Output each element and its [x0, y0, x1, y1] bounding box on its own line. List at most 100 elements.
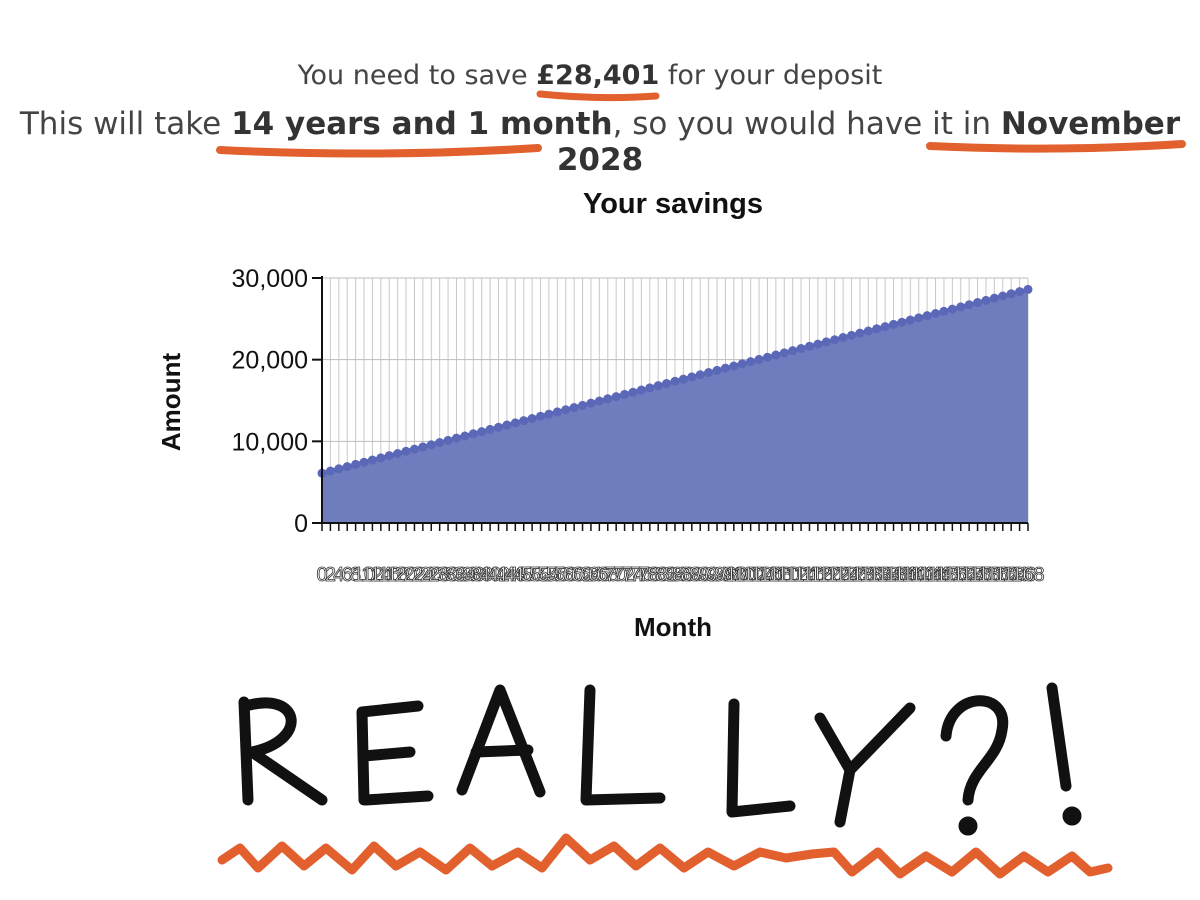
- deposit-suffix: for your deposit: [659, 60, 883, 91]
- x-tick-label: 100: [726, 564, 759, 586]
- data-point: [981, 295, 991, 305]
- x-tick-label: 132: [860, 564, 893, 586]
- x-tick-label: 74: [622, 564, 644, 586]
- data-point: [325, 466, 335, 476]
- data-point: [855, 328, 865, 338]
- data-point: [771, 350, 781, 360]
- x-tick-label: 26: [420, 564, 442, 586]
- x-axis-ticks: 0246810121416182022242628303234363840424…: [316, 523, 1045, 586]
- x-tick-label: 106: [751, 564, 784, 586]
- data-point: [956, 302, 966, 312]
- deposit-prefix: You need to save: [297, 60, 537, 91]
- y-tick-label: 30,000: [232, 265, 308, 293]
- data-point: [712, 365, 722, 375]
- data-point: [611, 392, 621, 402]
- x-tick-label: 34: [454, 564, 476, 586]
- x-tick-label: 110: [768, 564, 800, 586]
- x-tick-label: 2: [325, 564, 336, 586]
- series-area: [322, 289, 1028, 523]
- x-tick-label: 142: [902, 564, 935, 586]
- data-point: [443, 435, 453, 445]
- data-point: [779, 348, 789, 358]
- target-date: November 2028: [556, 106, 1181, 178]
- data-point: [905, 315, 915, 325]
- underline-date: [926, 140, 1186, 153]
- data-point: [494, 422, 503, 432]
- data-point: [947, 304, 957, 314]
- deposit-summary: You need to save £28,401 for your deposi…: [0, 60, 1180, 91]
- x-tick-label: 148: [927, 564, 960, 586]
- x-tick-label: 168: [1011, 564, 1044, 586]
- data-point: [367, 455, 377, 465]
- data-point: [762, 352, 772, 362]
- data-point: [468, 429, 478, 439]
- x-tick-label: 84: [664, 564, 686, 586]
- x-tick-label: 70: [605, 564, 627, 586]
- x-tick-label: 12: [361, 564, 383, 586]
- x-tick-label: 72: [613, 564, 635, 586]
- x-tick-label: 62: [571, 564, 593, 586]
- x-tick-label: 102: [734, 564, 767, 586]
- data-point: [989, 293, 999, 303]
- x-tick-label: 68: [597, 564, 619, 586]
- data-point: [418, 442, 428, 452]
- x-tick-label: 18: [387, 564, 409, 586]
- x-tick-label: 54: [538, 564, 560, 586]
- data-point: [527, 413, 537, 423]
- data-point: [687, 372, 697, 382]
- chart-title: Your savings: [583, 188, 763, 220]
- x-tick-label: 4: [333, 564, 344, 586]
- x-tick-label: 66: [588, 564, 610, 586]
- data-point: [401, 446, 411, 456]
- data-point: [359, 457, 369, 467]
- x-tick-label: 14: [370, 564, 392, 586]
- x-tick-label: 24: [412, 564, 434, 586]
- x-tick-label: 140: [894, 564, 927, 586]
- data-point: [662, 378, 672, 388]
- x-tick-label: 76: [630, 564, 652, 586]
- x-tick-label: 104: [742, 564, 775, 586]
- data-point: [1015, 287, 1025, 297]
- data-point: [460, 431, 470, 441]
- data-point: [426, 440, 436, 450]
- data-point: [973, 298, 983, 308]
- data-point: [830, 335, 840, 345]
- duration-middle: , so you would have it in: [612, 106, 1001, 142]
- data-point: [376, 453, 386, 463]
- data-point: [746, 357, 756, 367]
- x-tick-label: 38: [471, 564, 493, 586]
- x-tick-label: 60: [563, 564, 585, 586]
- x-axis-label: Month: [634, 612, 712, 642]
- x-tick-label: 154: [952, 564, 985, 586]
- x-tick-label: 92: [697, 564, 719, 586]
- x-tick-label: 128: [843, 564, 876, 586]
- data-point: [578, 400, 588, 410]
- data-point: [796, 343, 806, 353]
- x-tick-label: 46: [504, 564, 526, 586]
- x-tick-label: 48: [513, 564, 535, 586]
- x-tick-label: 166: [1003, 564, 1036, 586]
- x-tick-label: 82: [655, 564, 677, 586]
- x-tick-label: 144: [910, 564, 943, 586]
- x-tick-label: 94: [706, 564, 728, 586]
- x-tick-label: 42: [487, 564, 509, 586]
- data-point: [720, 363, 730, 373]
- data-point: [552, 407, 562, 417]
- x-tick-label: 10: [353, 564, 375, 586]
- duration-value: 14 years and 1 month: [231, 106, 613, 142]
- data-point: [939, 306, 949, 316]
- data-point: [880, 322, 890, 332]
- x-tick-label: 118: [802, 564, 834, 586]
- data-point: [510, 418, 520, 428]
- x-tick-label: 6: [342, 564, 353, 586]
- duration-summary: This will take 14 years and 1 month, so …: [0, 106, 1200, 178]
- wavy-underline: [217, 833, 1113, 879]
- data-point: [922, 311, 932, 321]
- x-tick-label: 32: [445, 564, 467, 586]
- x-tick-label: 136: [877, 564, 910, 586]
- x-tick-label: 152: [944, 564, 977, 586]
- data-point: [561, 405, 571, 415]
- x-tick-label: 138: [885, 564, 918, 586]
- x-tick-label: 28: [429, 564, 451, 586]
